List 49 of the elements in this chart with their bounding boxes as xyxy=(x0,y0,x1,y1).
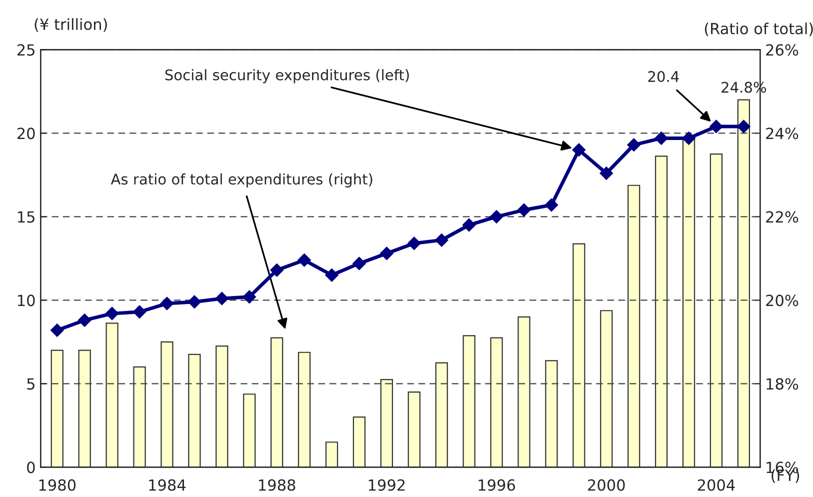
y2-tick-label: 26% xyxy=(766,44,798,56)
point xyxy=(78,314,92,327)
point xyxy=(105,306,119,320)
point xyxy=(242,290,256,304)
point xyxy=(160,296,174,310)
y2-tick-label: 20% xyxy=(766,294,798,306)
point xyxy=(462,218,476,232)
x-tick-label: 1984 xyxy=(149,479,186,491)
point xyxy=(132,305,146,318)
point xyxy=(270,264,284,277)
point xyxy=(325,268,338,282)
point xyxy=(435,233,448,247)
point xyxy=(517,203,531,217)
point xyxy=(188,295,202,308)
annotation: Social security expenditures (left) xyxy=(165,69,409,84)
point xyxy=(215,292,228,306)
point xyxy=(654,132,668,145)
y2-axis-title: (Ratio of total) xyxy=(704,22,813,36)
y2-tick-label: 18% xyxy=(766,378,798,390)
point xyxy=(710,120,723,134)
point xyxy=(627,138,640,152)
point xyxy=(600,166,613,180)
point xyxy=(352,256,366,270)
y-axis-title: (¥ trillion) xyxy=(34,18,107,32)
y-tick-label: 25 xyxy=(17,44,34,56)
x-tick-label: 1988 xyxy=(259,479,296,491)
x-tick-label: 2000 xyxy=(588,479,625,491)
point xyxy=(50,324,64,337)
point xyxy=(380,246,394,260)
y-tick-label: 20 xyxy=(17,128,35,140)
annotation: As ratio of total expenditures (right) xyxy=(110,173,372,188)
y-tick-label: 10 xyxy=(18,294,35,306)
point xyxy=(408,236,421,250)
annotation: 20.4 xyxy=(648,70,679,82)
point xyxy=(544,198,558,212)
y-tick-label: 15 xyxy=(18,211,34,223)
x-tick-label: 1996 xyxy=(478,479,515,491)
point xyxy=(298,254,311,267)
point xyxy=(737,120,750,134)
y2-tick-label: 24% xyxy=(766,128,798,140)
y-tick-label: 0 xyxy=(27,462,35,474)
x-tick-label: 1980 xyxy=(39,479,76,491)
x-tick-label: 1992 xyxy=(368,479,405,491)
y2-tick-label: 22% xyxy=(766,211,798,223)
y-tick-label: 5 xyxy=(27,378,34,390)
point xyxy=(490,210,504,224)
x-tick-label: 2004 xyxy=(698,479,735,491)
point xyxy=(682,132,696,145)
point xyxy=(572,143,586,156)
